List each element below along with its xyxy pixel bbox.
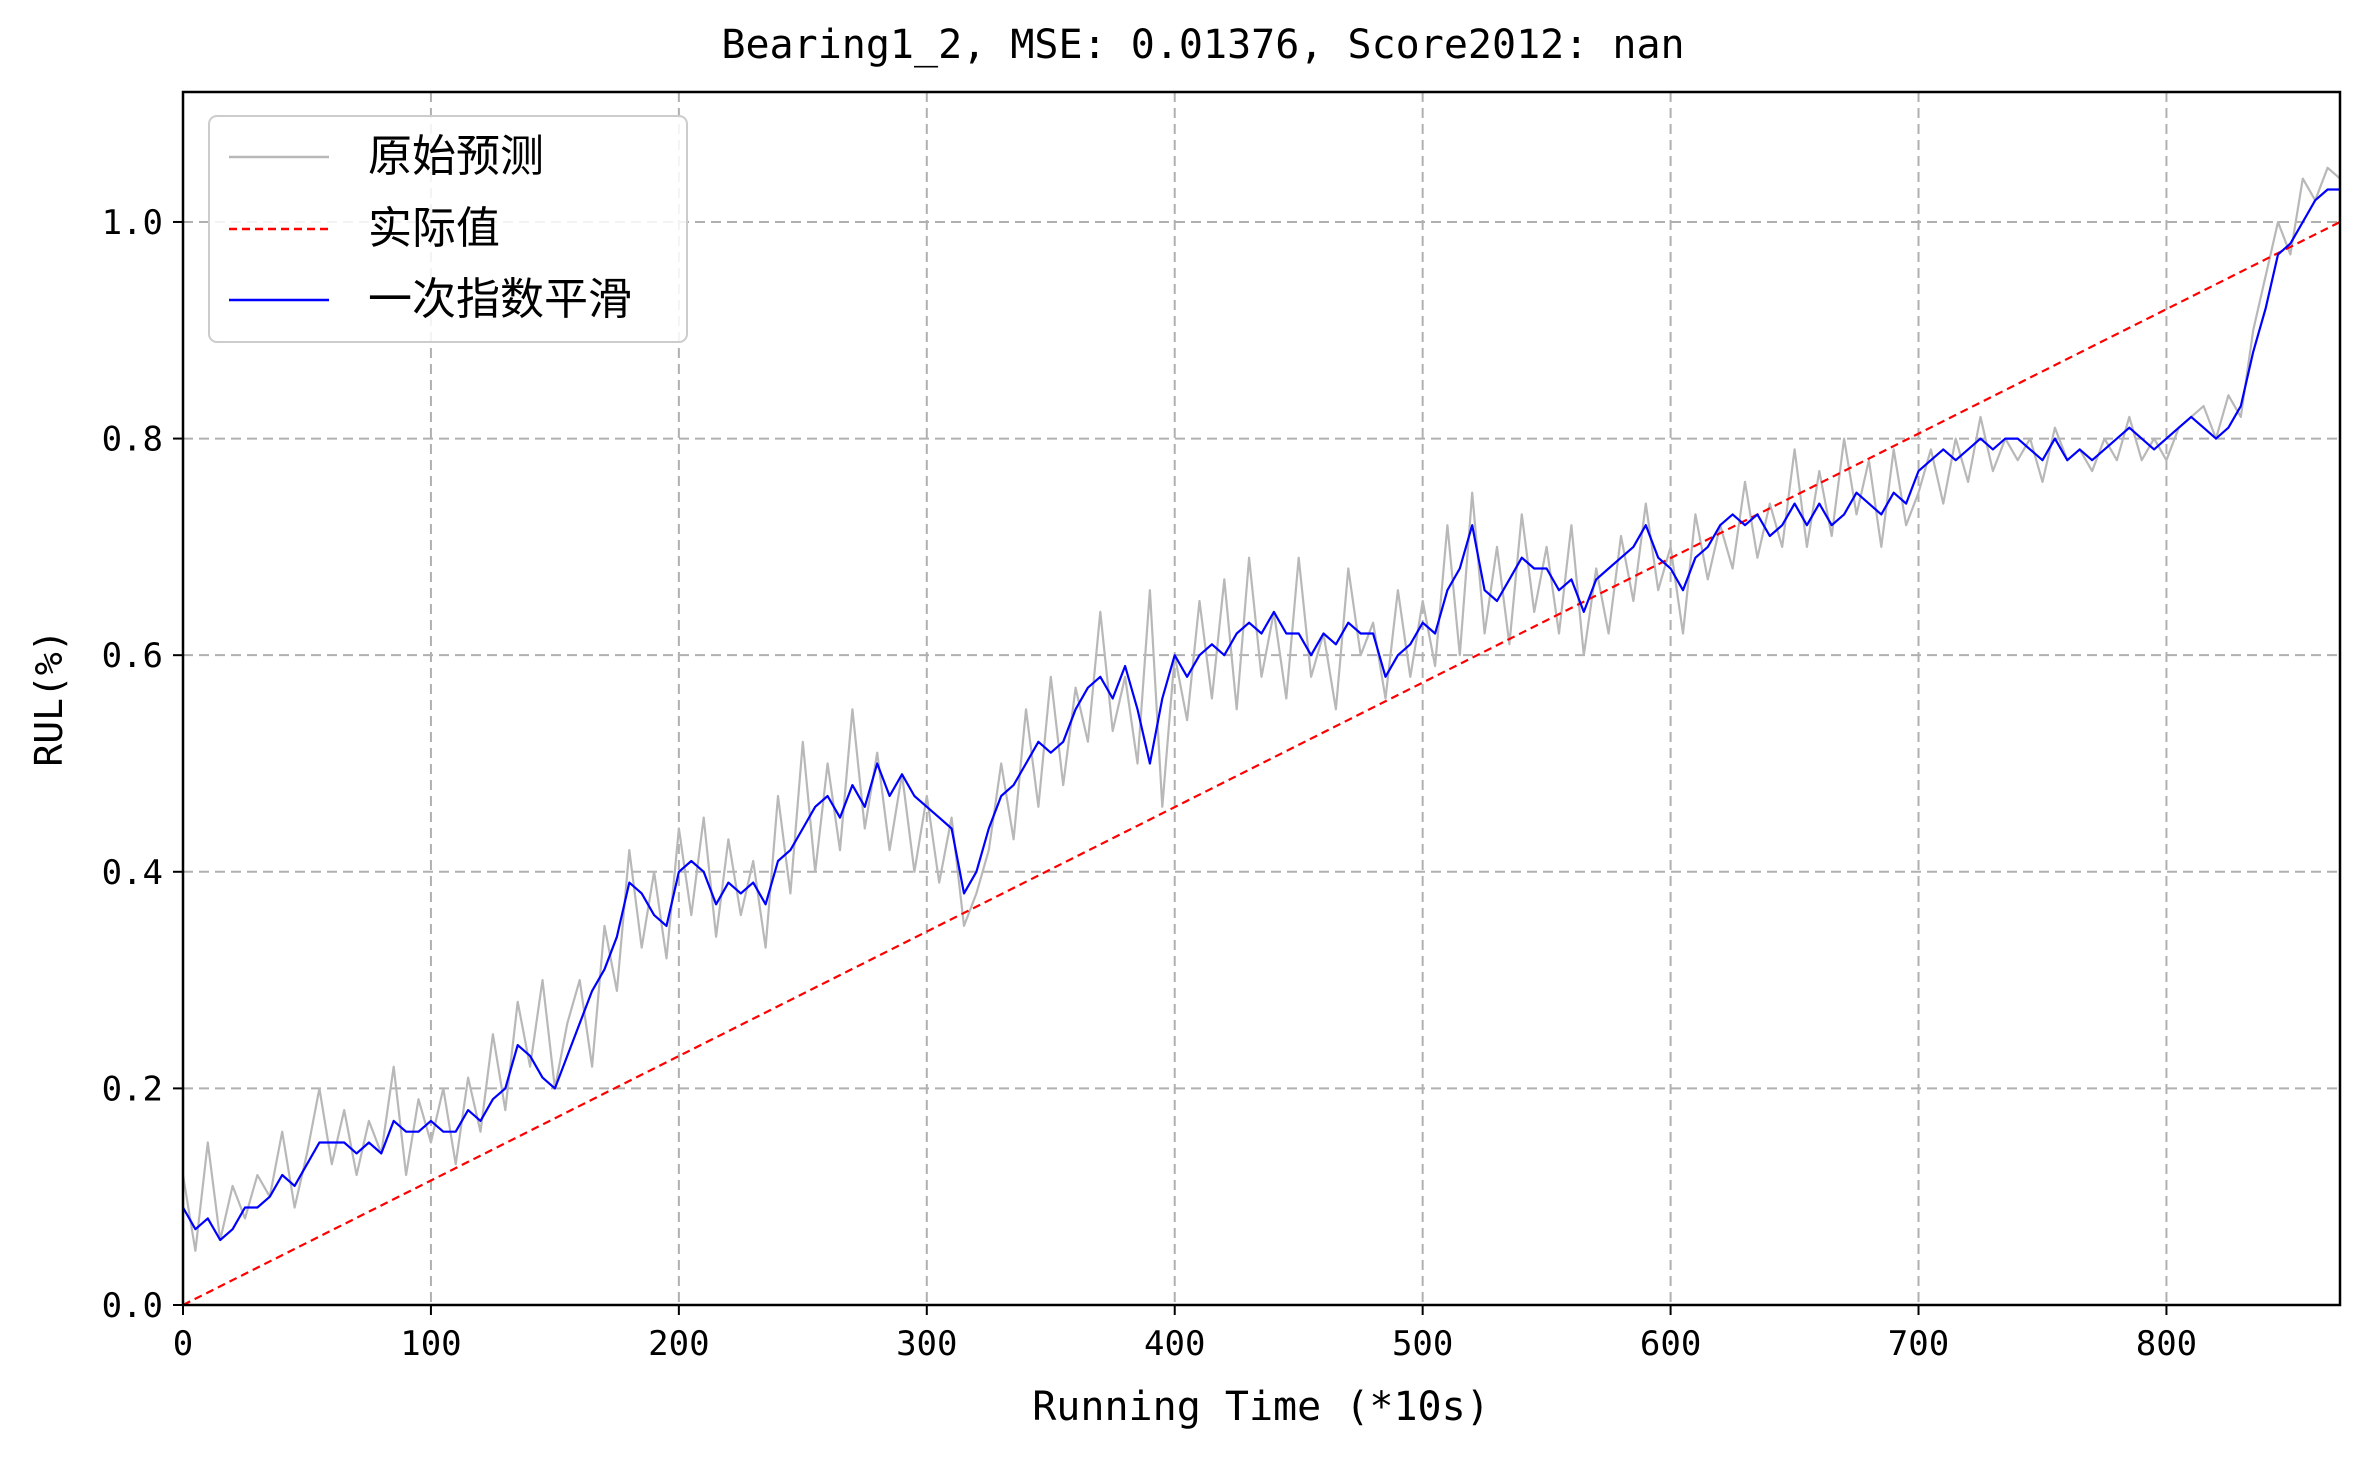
smoothed-line: [182, 188, 2340, 1242]
y-tick-label: 0.2: [102, 1069, 163, 1109]
legend: 原始预测 实际值 一次指数平滑: [208, 115, 688, 343]
plot-frame: [181, 90, 2342, 1307]
legend-label-raw: 原始预测: [368, 131, 544, 182]
x-tick-label: 700: [1888, 1324, 1949, 1364]
axis-ticks: 0 100 200 300 400 500 600 700 800 0.0 0.2 0.4 0.6 0.8…: [102, 203, 2198, 1364]
y-tick-label: 0.4: [102, 853, 163, 893]
x-tick-label: 600: [1640, 1324, 1701, 1364]
x-tick-label: 300: [896, 1324, 957, 1364]
y-tick-label: 0.8: [102, 420, 163, 460]
x-tick-label: 0: [173, 1324, 193, 1364]
plot-series: [181, 166, 2341, 1306]
x-axis-label: Running Time (*10s): [1032, 1384, 1490, 1430]
chart-title: Bearing1_2, MSE: 0.01376, Score2012: nan: [721, 22, 1684, 68]
legend-label-actual: 实际值: [368, 203, 500, 254]
x-tick-label: 400: [1144, 1324, 1205, 1364]
x-tick-label: 200: [648, 1324, 709, 1364]
legend-label-smoothed: 一次指数平滑: [368, 274, 632, 325]
x-tick-label: 800: [2136, 1324, 2197, 1364]
x-tick-label: 500: [1392, 1324, 1453, 1364]
legend-box: [208, 115, 688, 343]
y-axis-label: RUL(%): [27, 629, 71, 766]
raw-prediction-line: [181, 166, 2341, 1252]
y-tick-label: 0.6: [102, 636, 163, 676]
y-tick-label: 0.0: [102, 1286, 163, 1326]
x-tick-label: 100: [400, 1324, 461, 1364]
y-tick-label: 1.0: [102, 203, 163, 243]
